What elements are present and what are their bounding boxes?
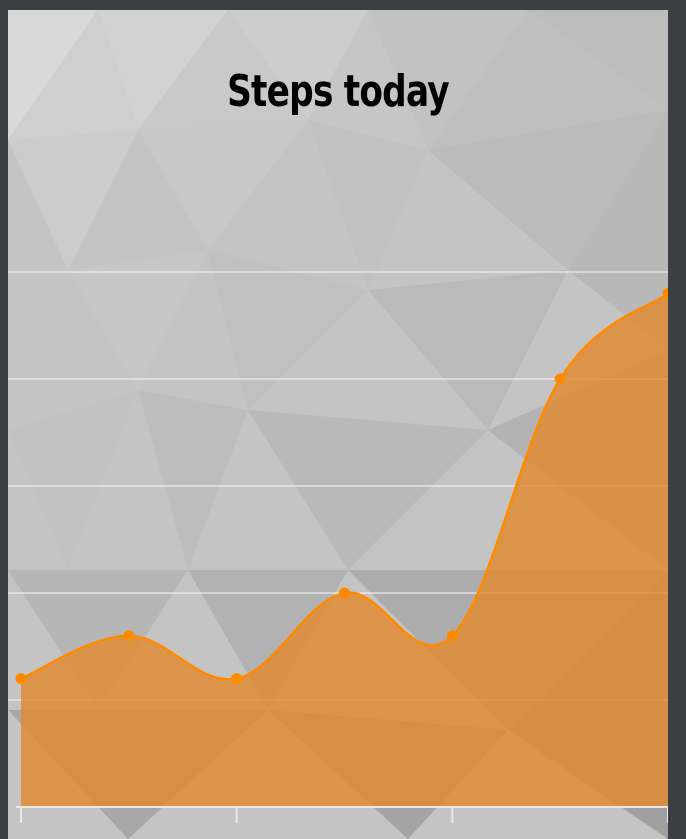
data-point[interactable] (231, 673, 242, 684)
data-point[interactable] (339, 588, 350, 599)
chart-card: Steps today (8, 10, 668, 839)
data-point[interactable] (447, 630, 458, 641)
data-point[interactable] (123, 630, 134, 641)
chart-plot-area (8, 10, 668, 839)
series-area-fill (21, 293, 668, 807)
x-axis (16, 807, 668, 823)
data-point[interactable] (16, 673, 27, 684)
data-point[interactable] (555, 374, 566, 385)
series-area (21, 293, 668, 807)
